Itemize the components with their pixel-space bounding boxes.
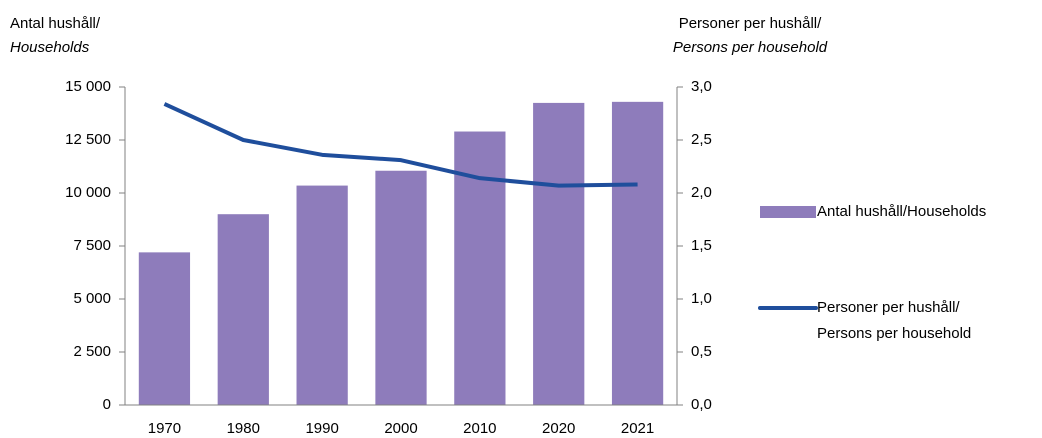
y2-tick-label: 1,5	[691, 237, 712, 254]
y2-axis-title: Persons per household	[673, 39, 828, 56]
bar	[138, 252, 191, 405]
line	[163, 102, 638, 188]
bar	[217, 214, 269, 405]
legend-label: Personer per hushåll/	[817, 299, 960, 316]
y2-tick-label: 3,0	[691, 78, 712, 95]
x-tick-label: 2021	[621, 420, 654, 437]
y2-tick-label: 2,5	[691, 131, 712, 148]
x-tick-label: 1980	[227, 420, 260, 437]
x-tick-label: 1990	[305, 420, 338, 437]
bar	[611, 101, 664, 405]
x-tick-label: 1970	[148, 420, 181, 437]
legend-label: Antal hushåll/Households	[817, 203, 986, 220]
y2-axis-title: Personer per hushåll/	[679, 15, 822, 32]
y-tick-label: 15 000	[65, 78, 111, 95]
y2-tick-label: 0,5	[691, 343, 712, 360]
y-axis-title: Antal hushåll/	[10, 15, 101, 32]
legend-label: Persons per household	[817, 325, 971, 342]
x-tick-label: 2020	[542, 420, 575, 437]
y2-tick-label: 0,0	[691, 396, 712, 413]
legend-swatch	[760, 206, 816, 218]
bar	[296, 185, 348, 405]
y-tick-label: 7 500	[73, 237, 111, 254]
x-tick-label: 2010	[463, 420, 496, 437]
y-tick-label: 10 000	[65, 184, 111, 201]
y-tick-label: 0	[103, 396, 111, 413]
y2-tick-label: 1,0	[691, 290, 712, 307]
y-axis-title: Households	[10, 39, 90, 56]
y-tick-label: 12 500	[65, 131, 111, 148]
bar	[533, 102, 585, 406]
y2-tick-label: 2,0	[691, 184, 712, 201]
y-tick-label: 2 500	[73, 343, 111, 360]
bar	[375, 170, 427, 405]
x-tick-label: 2000	[384, 420, 417, 437]
y-tick-label: 5 000	[73, 290, 111, 307]
